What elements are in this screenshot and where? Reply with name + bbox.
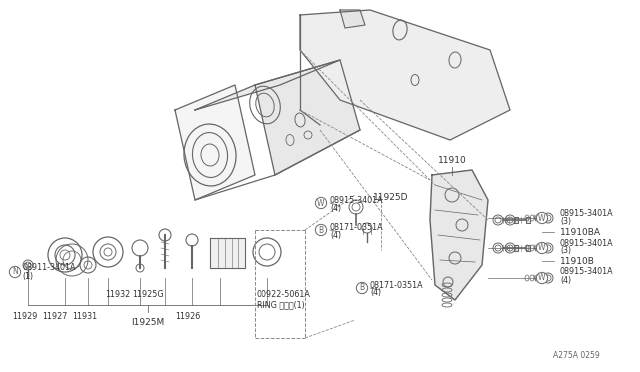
Text: 08911-3401A: 08911-3401A — [22, 263, 76, 273]
Text: (4): (4) — [330, 231, 341, 240]
Polygon shape — [255, 60, 360, 175]
Text: 08915-3401A: 08915-3401A — [330, 196, 383, 205]
Polygon shape — [514, 217, 518, 223]
Text: 08915-3401A: 08915-3401A — [560, 238, 614, 247]
Text: N: N — [12, 267, 18, 276]
Text: 11925G: 11925G — [132, 290, 164, 299]
Text: (1): (1) — [22, 272, 33, 280]
Text: 11910: 11910 — [438, 156, 467, 165]
Text: 11929: 11929 — [12, 312, 38, 321]
Text: W: W — [538, 214, 546, 222]
Polygon shape — [195, 60, 340, 110]
Text: A275A 0259: A275A 0259 — [553, 351, 600, 360]
Text: 11926: 11926 — [175, 312, 200, 321]
Text: 11931: 11931 — [72, 312, 97, 321]
Text: 08171-0351A: 08171-0351A — [370, 280, 424, 289]
Text: 08171-0351A: 08171-0351A — [330, 222, 383, 231]
Text: 11925D: 11925D — [373, 193, 408, 202]
Text: (3): (3) — [560, 217, 571, 225]
Text: (4): (4) — [370, 289, 381, 298]
Text: (3): (3) — [560, 247, 571, 256]
Text: 11932: 11932 — [106, 290, 131, 299]
Polygon shape — [175, 85, 255, 200]
Text: 08915-3401A: 08915-3401A — [560, 208, 614, 218]
Text: W: W — [538, 244, 546, 253]
Text: B: B — [319, 225, 324, 234]
Text: W: W — [538, 273, 546, 282]
Polygon shape — [526, 217, 530, 223]
Text: (4): (4) — [330, 203, 341, 212]
Text: 11910BA: 11910BA — [560, 228, 601, 237]
Polygon shape — [300, 10, 510, 140]
Polygon shape — [430, 170, 488, 300]
Text: 00922-5061A: 00922-5061A — [257, 290, 311, 299]
Text: W: W — [317, 199, 324, 208]
Text: 11910B: 11910B — [560, 257, 595, 266]
Text: (4): (4) — [560, 276, 571, 285]
Polygon shape — [526, 245, 530, 251]
Polygon shape — [514, 245, 518, 251]
Text: I1925M: I1925M — [131, 318, 164, 327]
Text: 08915-3401A: 08915-3401A — [560, 267, 614, 276]
Polygon shape — [340, 10, 365, 28]
Text: RING リング(1): RING リング(1) — [257, 300, 305, 309]
Text: 11927: 11927 — [42, 312, 68, 321]
Polygon shape — [210, 238, 245, 268]
Text: B: B — [360, 283, 365, 292]
